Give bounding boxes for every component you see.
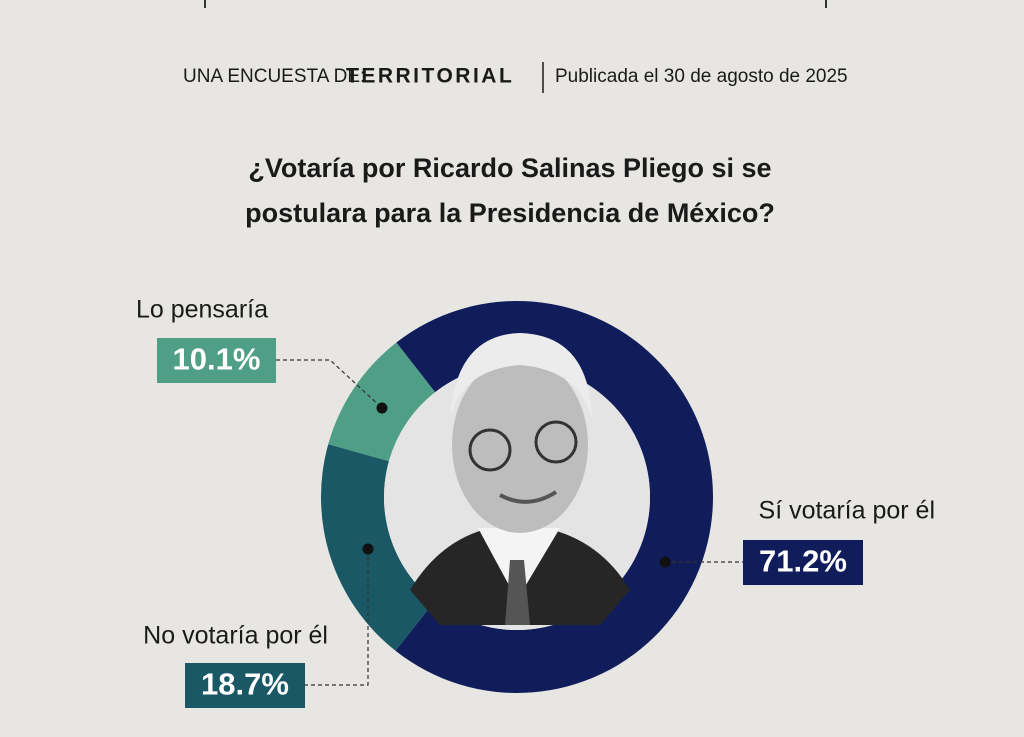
portrait-glasses bbox=[468, 428, 512, 472]
portrait-face bbox=[452, 357, 588, 533]
source: TERRITORIAL bbox=[346, 65, 514, 88]
leader-dot bbox=[659, 556, 671, 568]
leader-line bbox=[276, 359, 383, 409]
portrait bbox=[384, 333, 650, 630]
portrait-glasses bbox=[534, 420, 578, 464]
value-box bbox=[743, 540, 863, 585]
slice-label: No votaría por él bbox=[143, 622, 328, 650]
donut-slice bbox=[328, 342, 436, 462]
portrait-smile bbox=[499, 490, 558, 504]
donut-slice bbox=[395, 300, 714, 693]
value-label: 71.2% bbox=[759, 544, 847, 579]
slice-label: Sí votaría por él bbox=[759, 497, 935, 525]
leader-dot bbox=[362, 543, 374, 555]
slice-label: Lo pensaría bbox=[136, 296, 268, 324]
value-box bbox=[157, 338, 276, 383]
leader-line bbox=[305, 549, 369, 686]
portrait-hair bbox=[450, 333, 592, 420]
value-label: 10.1% bbox=[173, 342, 261, 377]
survey-prefix: UNA ENCUESTA DE: bbox=[183, 66, 365, 87]
published: Publicada el 30 de agosto de 2025 bbox=[555, 66, 848, 87]
donut-slice bbox=[321, 444, 435, 651]
leader-dot bbox=[376, 402, 388, 414]
value-box bbox=[185, 663, 305, 708]
value-label: 18.7% bbox=[201, 667, 289, 702]
portrait-tie bbox=[505, 560, 530, 625]
title-line: postulara para la Presidencia de México? bbox=[245, 198, 775, 228]
title-line: ¿Votaría por Ricardo Salinas Pliego si s… bbox=[248, 153, 771, 183]
